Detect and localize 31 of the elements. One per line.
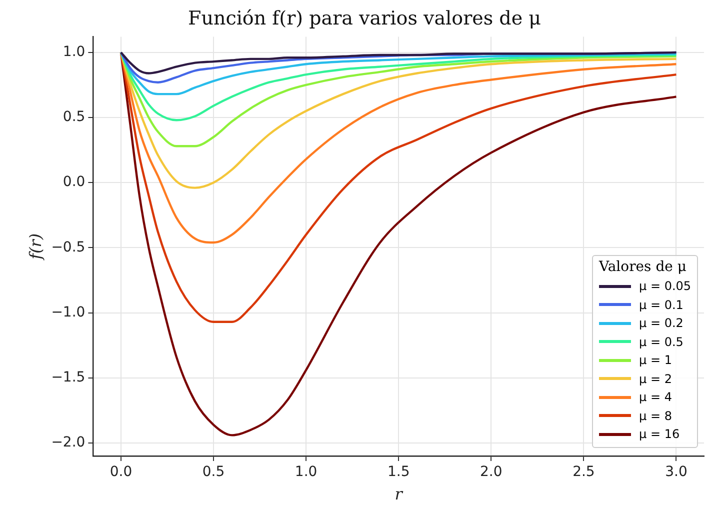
y-tick-label: −2.0: [51, 434, 86, 451]
x-tick-label: 3.0: [665, 464, 688, 480]
legend-label: μ = 0.2: [639, 316, 684, 330]
legend-label: μ = 8: [639, 408, 672, 423]
line-series: [120, 51, 678, 189]
legend-label: μ = 16: [639, 427, 680, 442]
line-series: [120, 51, 678, 122]
line-series: [120, 51, 678, 74]
legend-title: Valores de μ: [599, 259, 688, 275]
legend-label: μ = 2: [639, 372, 672, 386]
x-tick-label: 2.5: [572, 464, 595, 480]
x-tick-label: 0.0: [110, 464, 132, 480]
x-tick-label: 0.5: [202, 464, 225, 480]
y-tick-label: 0.5: [62, 109, 86, 126]
x-axis-title: r: [394, 484, 404, 504]
chart-title: Función f(r) para varios valores de μ: [188, 7, 541, 30]
x-tick-label: 1.5: [387, 464, 410, 480]
legend-label: μ = 1: [639, 353, 672, 368]
y-axis-title: f(r): [26, 233, 45, 260]
y-tick-label: −0.5: [51, 239, 86, 256]
y-tick-label: −1.5: [51, 370, 86, 386]
legend-label: μ = 0.05: [639, 279, 692, 294]
x-tick-label: 2.0: [480, 464, 502, 480]
y-tick-label: 0.0: [62, 174, 86, 190]
legend-label: μ = 4: [639, 390, 672, 404]
y-tick-label: 1.0: [62, 44, 86, 60]
legend-label: μ = 0.1: [639, 298, 684, 312]
line-series: [120, 51, 678, 96]
legend-label: μ = 0.5: [639, 334, 684, 349]
y-tick-label: −1.0: [51, 304, 86, 320]
x-tick-label: 1.0: [294, 464, 318, 480]
